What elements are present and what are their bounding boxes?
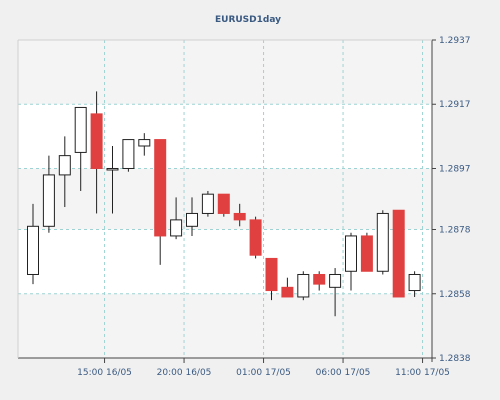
candle-body-bullish	[138, 139, 151, 147]
candle	[313, 271, 326, 291]
candle-body-bearish	[90, 113, 103, 169]
candle	[138, 133, 151, 156]
candle	[345, 232, 357, 291]
candle	[106, 146, 119, 214]
candle-body-bearish	[392, 209, 405, 298]
plot-band	[18, 40, 432, 105]
candle	[329, 268, 342, 317]
candle	[90, 91, 103, 214]
candle	[217, 193, 230, 217]
candle	[58, 136, 71, 208]
candle	[392, 209, 405, 298]
y-tick-label: 1.2917	[439, 100, 471, 110]
candle-body-bullish	[122, 139, 135, 169]
y-tick-label: 1.2878	[439, 226, 471, 236]
candle-body-bearish	[154, 139, 167, 237]
y-tick-label: 1.2838	[439, 354, 471, 364]
candle-body-bullish	[408, 273, 421, 292]
candle	[376, 210, 389, 275]
candle-body-bullish	[42, 174, 55, 227]
candle-body-bullish	[329, 273, 342, 288]
axes	[17, 39, 433, 362]
candle-body-bullish	[58, 155, 71, 176]
candle-body-bearish	[281, 286, 294, 298]
candle-body-bullish	[74, 106, 87, 153]
candle	[281, 277, 294, 298]
candle-body-bearish	[360, 235, 373, 272]
candle	[122, 139, 135, 172]
candle-body-bullish	[186, 212, 198, 227]
candle-body-bearish	[249, 219, 262, 256]
candle	[249, 216, 262, 259]
candle-body-bearish	[265, 257, 278, 292]
candle	[27, 203, 39, 285]
x-tick-label: 01:00 17/05	[236, 368, 291, 378]
candle	[74, 106, 87, 191]
candle-body-bullish	[106, 167, 119, 171]
candle	[360, 232, 373, 272]
candle	[408, 271, 421, 297]
candle-body-bullish	[345, 235, 357, 272]
candle	[186, 197, 198, 236]
candle	[170, 197, 183, 240]
x-tick-label: 11:00 17/05	[395, 368, 450, 378]
candles	[27, 91, 421, 317]
candle-body-bullish	[27, 225, 39, 275]
candle-body-bullish	[297, 273, 310, 298]
candle-body-bearish	[217, 193, 230, 214]
y-tick-label: 1.2897	[439, 164, 471, 174]
candle	[233, 203, 246, 227]
candle	[297, 271, 310, 301]
candle	[154, 139, 167, 265]
candle-body-bullish	[201, 193, 214, 214]
x-axis-ticks: 15:00 16/05 20:00 16/05 01:00 17/05 06:00 1…	[77, 358, 450, 378]
candle	[265, 257, 278, 301]
y-tick-label: 1.2858	[439, 290, 471, 300]
x-tick-label: 20:00 16/05	[157, 368, 212, 378]
candle-body-bullish	[170, 219, 183, 237]
x-tick-label: 15:00 16/05	[77, 368, 132, 378]
candle	[201, 190, 214, 217]
plot-band	[18, 293, 432, 358]
candle-body-bearish	[233, 212, 246, 221]
candle-body-bearish	[313, 273, 326, 285]
x-tick-label: 06:00 17/05	[316, 368, 371, 378]
y-axis-ticks: 1.2937 1.2917 1.2897 1.2878 1.2858 1.2838	[432, 36, 471, 364]
y-tick-label: 1.2937	[439, 36, 471, 46]
chart-title: EURUSD1day	[215, 15, 281, 25]
candle	[42, 155, 55, 233]
candle-body-bullish	[376, 212, 389, 272]
